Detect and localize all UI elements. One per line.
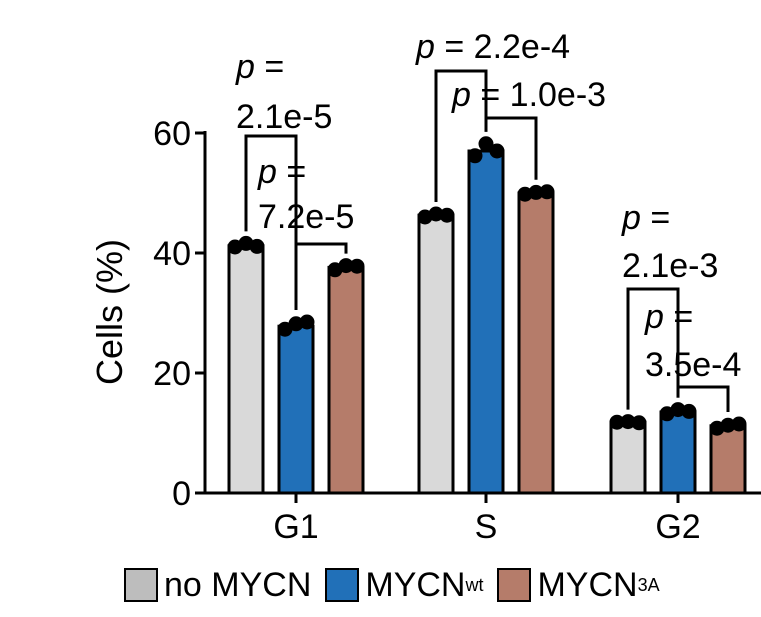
legend: no MYCN MYCN wt MYCN 3A (124, 565, 674, 605)
bar-s-series-0 (417, 213, 455, 495)
point-s-series-0-2 (439, 207, 455, 223)
y-tick-label-20: 20 (153, 355, 191, 393)
bar-s-series-1 (467, 149, 505, 495)
p-value-label-s-1-2-line0: p = 1.0e-3 (451, 76, 606, 114)
p-value-label-g2-1-2-line1: 3.5e-4 (645, 346, 741, 384)
legend-swatch-no-mycn (124, 568, 158, 602)
bracket-s-0-1 (434, 69, 488, 202)
point-s-series-1-0 (467, 148, 483, 164)
bracket-g2-1-2 (676, 385, 730, 412)
bar-g1-series-1 (277, 324, 315, 495)
x-tick-label-s: S (475, 508, 498, 546)
x-tick-label-g2: G2 (655, 508, 700, 546)
bar-g1-series-2 (327, 265, 365, 495)
y-tick-label-60: 60 (153, 115, 191, 153)
point-s-series-2-1 (528, 184, 544, 200)
point-g1-series-2-2 (349, 258, 365, 274)
point-g1-series-2-1 (338, 258, 354, 274)
bar-g2-series-0 (609, 420, 647, 495)
bar-g2-series-2 (709, 424, 747, 495)
p-value-label-g1-1-2-line0: p = (257, 153, 306, 191)
point-g2-series-1-2 (681, 403, 697, 419)
p-value-label-s-0-1-line0: p = 2.2e-4 (415, 28, 570, 66)
point-g2-series-1-1 (670, 402, 686, 418)
bracket-g1-0-1 (244, 134, 298, 310)
point-g2-series-0-0 (609, 414, 625, 430)
legend-label-mycn-3a-sup: 3A (637, 574, 660, 595)
bar-g2-series-1 (659, 410, 697, 495)
legend-swatch-mycn-wt (325, 568, 360, 602)
legend-label-no-mycn: no MYCN (164, 565, 312, 604)
point-g2-series-0-1 (620, 414, 636, 430)
bracket-g2-0-1 (626, 287, 680, 410)
bracket-g1-1-2 (294, 242, 348, 310)
point-g1-series-0-2 (249, 238, 265, 254)
point-s-series-2-0 (517, 186, 533, 202)
point-s-series-0-1 (428, 206, 444, 222)
point-s-series-1-2 (489, 143, 505, 159)
point-g1-series-1-2 (299, 314, 315, 330)
point-g1-series-1-1 (288, 316, 304, 332)
p-value-label-g2-0-1-line1: 2.1e-3 (622, 247, 718, 285)
point-g2-series-0-2 (631, 415, 647, 431)
legend-item-mycn-wt: MYCN wt (325, 566, 483, 605)
p-value-label-g1-0-1-line0: p = (235, 48, 284, 86)
x-tick-label-g1: G1 (273, 508, 318, 546)
point-s-series-2-2 (539, 184, 555, 200)
bar-g1-series-0 (227, 244, 265, 495)
point-g2-series-2-1 (720, 417, 736, 433)
legend-item-mycn-3a: MYCN 3A (497, 565, 660, 605)
bracket-s-1-2 (484, 116, 538, 180)
y-tick-label-40: 40 (153, 235, 191, 273)
y-tick-label-0: 0 (172, 475, 191, 513)
point-g2-series-2-2 (731, 416, 747, 432)
p-value-label-g1-0-1-line1: 2.1e-5 (236, 98, 332, 136)
legend-label-mycn-wt-sup: wt (465, 574, 484, 595)
p-value-label-g1-1-2-line1: 7.2e-5 (258, 198, 354, 236)
y-axis-label: Cells (%) (89, 239, 130, 385)
legend-swatch-mycn-3a (497, 568, 532, 602)
chart-plot: 0 20 40 60 G1 S G2 p = 2.1e-5 p = 7.2e-5 p = 2.2e-4… (89, 28, 761, 546)
p-value-label-g2-1-2-line0: p = (644, 298, 693, 336)
p-value-label-g2-0-1-line0: p = (621, 199, 670, 237)
legend-label-mycn-wt: MYCN (365, 565, 466, 604)
point-s-series-1-1 (478, 136, 494, 152)
legend-item-no-mycn: no MYCN (124, 566, 311, 605)
bar-s-series-2 (517, 191, 555, 495)
legend-label-mycn-3a: MYCN (537, 565, 638, 604)
